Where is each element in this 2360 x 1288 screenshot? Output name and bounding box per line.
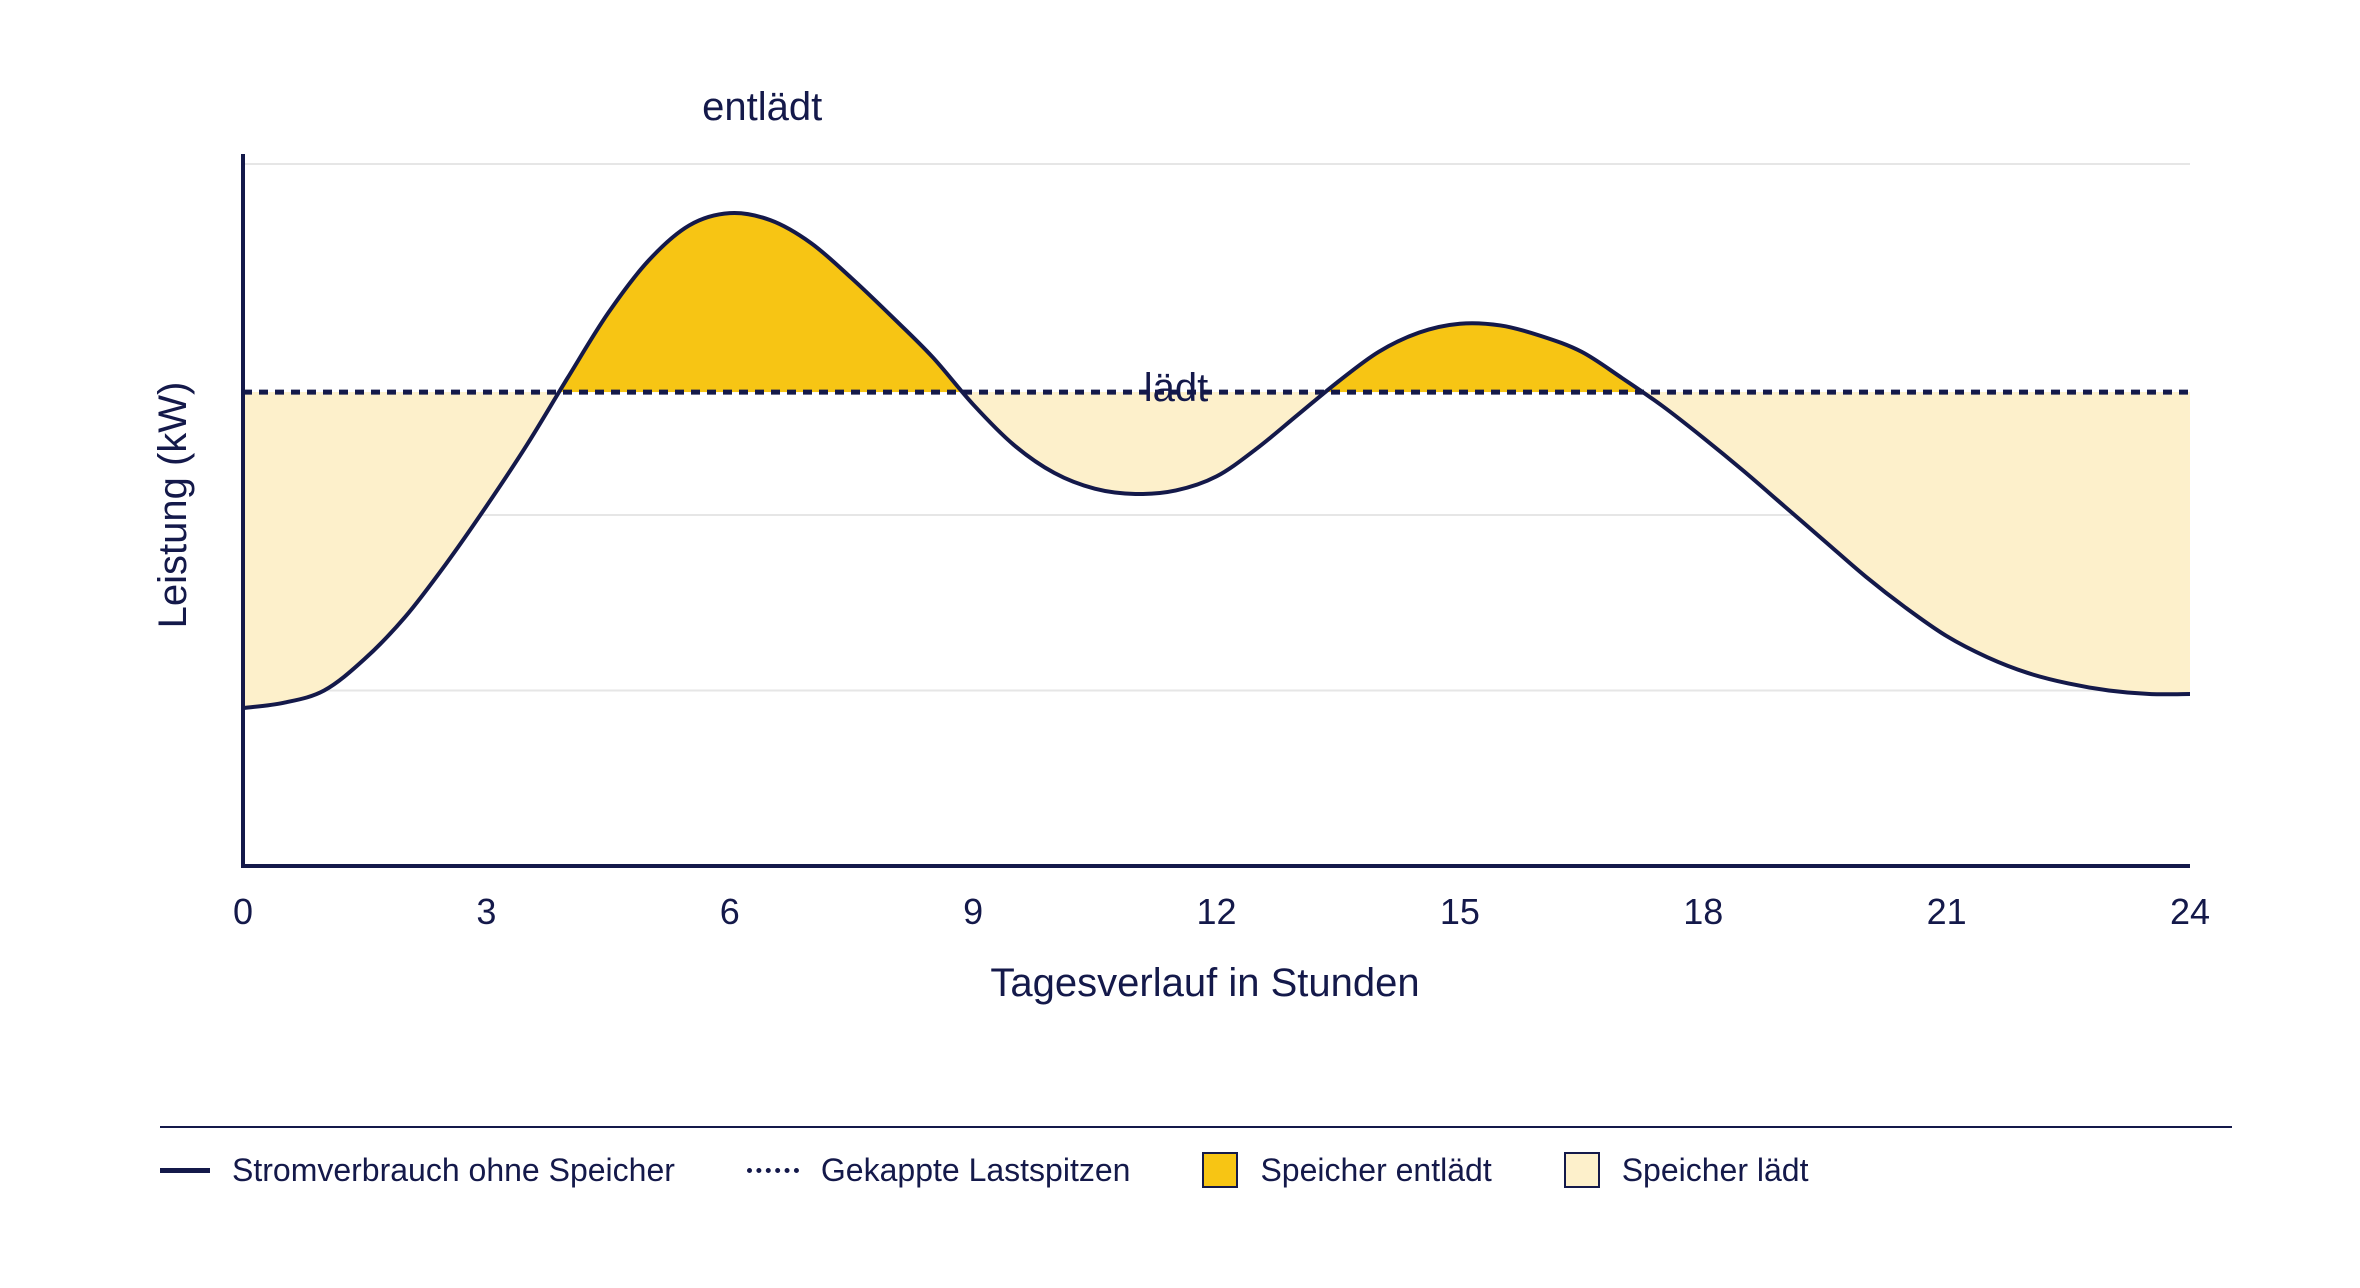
legend-label: Stromverbrauch ohne Speicher bbox=[232, 1151, 675, 1188]
legend-charge-swatch bbox=[1563, 1152, 1600, 1188]
y-axis-label: Leistung (kW) bbox=[151, 382, 195, 629]
x-tick-label: 6 bbox=[720, 891, 740, 932]
charge-area bbox=[243, 392, 2190, 709]
legend-item-consumption: Stromverbrauch ohne Speicher bbox=[160, 1130, 675, 1210]
legend-item-capped: Gekappte Lastspitzen bbox=[746, 1130, 1131, 1210]
legend: Stromverbrauch ohne Speicher Gekappte La… bbox=[160, 1130, 2240, 1210]
legend-item-charge: Speicher lädt bbox=[1563, 1130, 1809, 1210]
x-tick-label: 0 bbox=[233, 891, 253, 932]
x-axis-label: Tagesverlauf in Stunden bbox=[990, 961, 1419, 1005]
x-tick-labels: 0 3 6 9 12 15 18 21 24 bbox=[233, 891, 2210, 932]
storage-fills bbox=[243, 212, 2190, 709]
legend-label: Speicher entlädt bbox=[1260, 1151, 1492, 1188]
legend-label: Gekappte Lastspitzen bbox=[820, 1151, 1131, 1188]
x-tick-label: 24 bbox=[2170, 891, 2210, 932]
consumption-curve bbox=[242, 210, 2191, 711]
legend-item-discharge: Speicher entlädt bbox=[1202, 1130, 1492, 1210]
annotation-label: entlädt bbox=[702, 85, 822, 129]
x-tick-label: 18 bbox=[1683, 891, 1723, 932]
x-tick-label: 3 bbox=[476, 891, 496, 932]
legend-line-swatch bbox=[160, 1167, 210, 1173]
chart: 0 3 6 9 12 15 18 21 24 entlädt lädt Tagesverlauf … bbox=[151, 85, 2210, 1005]
x-tick-label: 9 bbox=[963, 891, 983, 932]
legend-dash-swatch bbox=[746, 1167, 799, 1173]
consumption-line bbox=[242, 210, 2191, 711]
annotation-label: lädt bbox=[1144, 366, 1209, 410]
x-tick-label: 21 bbox=[1927, 891, 1967, 932]
annotations: entlädt lädt bbox=[702, 85, 1208, 410]
x-tick-label: 15 bbox=[1440, 891, 1480, 932]
x-tick-label: 12 bbox=[1196, 891, 1236, 932]
legend-discharge-swatch bbox=[1202, 1152, 1239, 1188]
discharge-area bbox=[558, 212, 1643, 393]
legend-label: Speicher lädt bbox=[1621, 1151, 1809, 1188]
legend-divider bbox=[160, 1126, 2232, 1128]
axes bbox=[241, 154, 2190, 868]
